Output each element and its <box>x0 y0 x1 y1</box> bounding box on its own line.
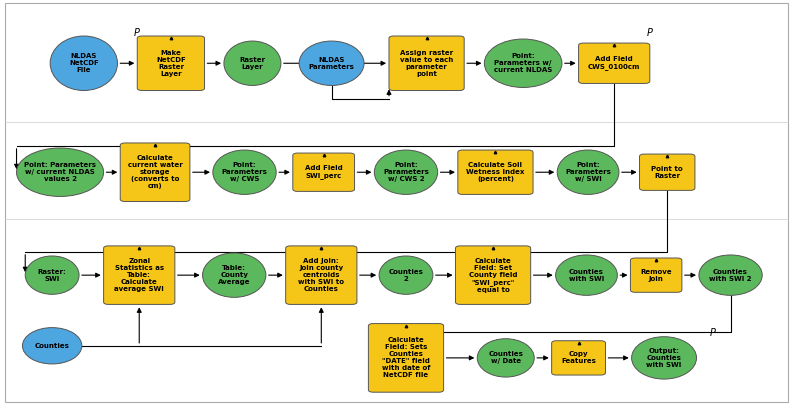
Text: Add Join:
Join county
centroids
with SWI to
Counties: Add Join: Join county centroids with SWI… <box>298 258 344 292</box>
Ellipse shape <box>213 150 276 194</box>
Text: Add Field
CWS_0100cm: Add Field CWS_0100cm <box>588 56 641 70</box>
Text: Copy
Features: Copy Features <box>561 352 596 365</box>
Text: Point:
Parameters w/
current NLDAS: Point: Parameters w/ current NLDAS <box>494 53 552 73</box>
Text: P: P <box>134 28 140 38</box>
Text: Point:
Parameters
w/ SWI: Point: Parameters w/ SWI <box>565 162 611 182</box>
FancyBboxPatch shape <box>121 143 190 202</box>
FancyBboxPatch shape <box>369 324 443 392</box>
Ellipse shape <box>556 255 618 295</box>
FancyBboxPatch shape <box>455 246 531 305</box>
Text: Assign raster
value to each
parameter
point: Assign raster value to each parameter po… <box>400 50 454 77</box>
FancyBboxPatch shape <box>458 150 533 194</box>
Ellipse shape <box>299 41 364 85</box>
Text: Calculate
current water
storage
(converts to
cm): Calculate current water storage (convert… <box>128 155 182 189</box>
Text: NLDAS
NetCDF
File: NLDAS NetCDF File <box>69 53 98 73</box>
Text: Counties
with SWI: Counties with SWI <box>569 269 604 281</box>
FancyBboxPatch shape <box>630 258 682 292</box>
Text: NLDAS
Parameters: NLDAS Parameters <box>308 57 354 70</box>
Text: Zonal
Statistics as
Table:
Calculate
average SWI: Zonal Statistics as Table: Calculate ave… <box>114 258 164 292</box>
Text: Output:
Counties
with SWI: Output: Counties with SWI <box>646 348 682 368</box>
Ellipse shape <box>202 253 266 297</box>
Text: Point:
Parameters
w/ CWS 2: Point: Parameters w/ CWS 2 <box>383 162 429 182</box>
Text: Counties: Counties <box>35 343 70 349</box>
Text: Calculate
Field: Sets
Counties
"DATE" field
with date of
NetCDF file: Calculate Field: Sets Counties "DATE" fi… <box>381 337 430 378</box>
Text: Counties
2: Counties 2 <box>389 269 423 281</box>
Ellipse shape <box>557 150 619 194</box>
Text: Counties
w/ Date: Counties w/ Date <box>488 352 523 365</box>
Text: Point to
Raster: Point to Raster <box>651 166 683 179</box>
Text: Calculate
Field: Set
County field
"SWI_perc"
equal to: Calculate Field: Set County field "SWI_p… <box>469 258 517 293</box>
FancyBboxPatch shape <box>293 153 354 192</box>
FancyBboxPatch shape <box>552 341 606 375</box>
Text: P: P <box>647 28 653 38</box>
Text: Make
NetCDF
Raster
Layer: Make NetCDF Raster Layer <box>156 50 186 77</box>
FancyBboxPatch shape <box>137 36 205 90</box>
Ellipse shape <box>17 148 104 196</box>
Ellipse shape <box>224 41 281 85</box>
Text: Table:
County
Average: Table: County Average <box>218 265 251 285</box>
Ellipse shape <box>631 337 696 379</box>
FancyBboxPatch shape <box>579 43 649 83</box>
Text: Counties
with SWI 2: Counties with SWI 2 <box>709 269 752 281</box>
Ellipse shape <box>22 328 82 364</box>
FancyBboxPatch shape <box>639 154 695 190</box>
Ellipse shape <box>699 255 762 295</box>
Text: Point:
Parameters
w/ CWS: Point: Parameters w/ CWS <box>221 162 267 182</box>
Ellipse shape <box>477 339 534 377</box>
FancyBboxPatch shape <box>285 246 357 305</box>
FancyBboxPatch shape <box>104 246 174 305</box>
Text: Point: Parameters
w/ current NLDAS
values 2: Point: Parameters w/ current NLDAS value… <box>24 162 96 182</box>
Ellipse shape <box>374 150 438 194</box>
Ellipse shape <box>50 36 117 90</box>
Text: Raster
Layer: Raster Layer <box>239 57 266 70</box>
Text: Add Field
SWI_perc: Add Field SWI_perc <box>305 165 343 179</box>
Ellipse shape <box>379 256 433 294</box>
Text: Calculate Soil
Wetness Index
(percent): Calculate Soil Wetness Index (percent) <box>466 162 525 182</box>
Ellipse shape <box>485 39 562 87</box>
Ellipse shape <box>25 256 79 294</box>
Text: P: P <box>711 328 716 338</box>
Text: Raster:
SWI: Raster: SWI <box>38 269 67 281</box>
FancyBboxPatch shape <box>389 36 464 90</box>
Text: Remove
Join: Remove Join <box>640 269 672 281</box>
